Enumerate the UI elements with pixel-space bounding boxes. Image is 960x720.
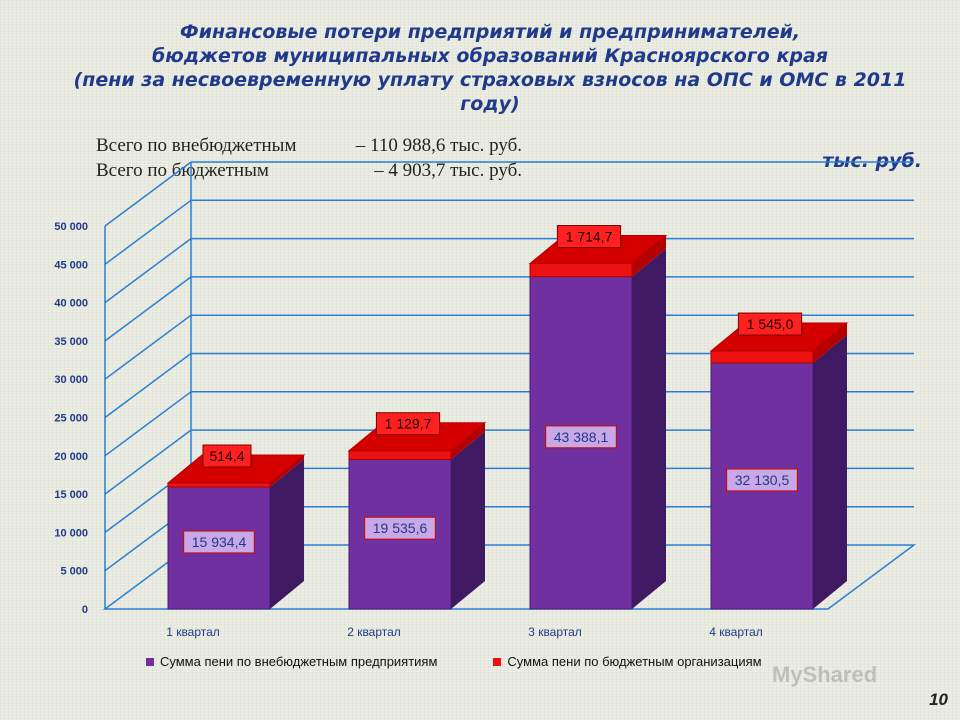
legend-item-budget: Сумма пени по бюджетным организациям <box>493 654 762 669</box>
legend-swatch-purple <box>146 657 154 666</box>
bar-budget-side <box>451 422 485 460</box>
value-label-box <box>364 516 437 540</box>
bar-budget <box>348 450 452 460</box>
bar-offbudget-side <box>451 431 485 609</box>
legend-label: Сумма пени по внебюджетным предприятиям <box>160 654 438 669</box>
value-label-budget: 1 714,7 <box>566 229 613 245</box>
value-label-offbudget: 15 934,4 <box>192 534 247 550</box>
bar-offbudget-side <box>813 334 847 609</box>
x-tick-label: 4 квартал <box>709 625 763 639</box>
value-label-offbudget: 32 130,5 <box>735 472 790 488</box>
legend: Сумма пени по внебюджетным предприятиям … <box>146 654 762 669</box>
value-label-box <box>737 312 803 336</box>
value-label-box <box>202 444 252 468</box>
value-label-budget: 1 545,0 <box>747 316 794 332</box>
bar-budget <box>710 350 814 364</box>
y-tick-label: 20 000 <box>54 451 88 463</box>
y-tick-label: 45 000 <box>54 259 88 271</box>
total-value: – 110 988,6 тыс. руб. <box>355 135 522 156</box>
totals-block: Всего по внебюджетным – 110 988,6 тыс. р… <box>96 133 536 183</box>
y-tick-label: 5 000 <box>60 566 88 578</box>
value-label-box <box>183 530 256 554</box>
x-tick-label: 2 квартал <box>347 625 401 639</box>
bar-budget-side <box>270 455 304 487</box>
value-label-box <box>725 468 798 492</box>
gridline-diagonal <box>104 391 192 457</box>
y-tick-label: 50 000 <box>54 221 88 233</box>
unit-label: тыс. руб. <box>822 150 922 172</box>
value-label-box <box>375 412 441 436</box>
total-row-budget: Всего по бюджетным – 4 903,7 тыс. руб. <box>96 158 536 183</box>
watermark: MyShared <box>772 662 878 687</box>
y-tick-label: 0 <box>82 604 88 616</box>
value-label-budget: 514,4 <box>209 448 244 464</box>
legend-swatch-red <box>493 657 502 666</box>
bar-budget <box>529 263 633 278</box>
total-row-offbudget: Всего по внебюджетным – 110 988,6 тыс. р… <box>96 133 536 158</box>
gridline-diagonal <box>104 314 192 380</box>
value-label-offbudget: 43 388,1 <box>554 429 609 445</box>
total-label: Всего по внебюджетным <box>96 135 297 156</box>
value-label-box <box>544 425 617 449</box>
bar-budget-side <box>813 323 847 363</box>
value-label-box <box>556 225 622 249</box>
legend-item-offbudget: Сумма пени по внебюджетным предприятиям <box>146 654 437 669</box>
y-tick-label: 10 000 <box>54 527 88 539</box>
y-tick-label: 25 000 <box>54 413 88 425</box>
bar-budget <box>167 482 271 488</box>
bar-budget-side <box>632 235 666 277</box>
value-label-budget: 1 129,7 <box>385 416 432 432</box>
title-line: бюджетов муниципальных образований Красн… <box>152 45 828 67</box>
gridline-diagonal <box>104 237 192 304</box>
gridline-diagonal <box>104 276 192 342</box>
slide-number: 10 <box>929 690 948 709</box>
y-tick-label: 35 000 <box>54 336 88 348</box>
gridline-diagonal <box>104 352 192 419</box>
gridline-diagonal <box>104 161 192 227</box>
title-line: Финансовые потери предприятий и предприн… <box>179 21 801 43</box>
y-tick-label: 30 000 <box>54 374 88 386</box>
gridline-diagonal <box>104 429 192 495</box>
x-tick-label: 1 квартал <box>166 625 220 639</box>
legend-label: Сумма пени по бюджетным организациям <box>507 654 762 669</box>
bar-offbudget-side <box>632 248 666 609</box>
title-line: (пени за несвоевременную уплату страховы… <box>73 69 907 91</box>
y-tick-label: 40 000 <box>54 298 88 310</box>
bar-top <box>166 454 306 484</box>
x-tick-label: 3 квартал <box>528 625 582 639</box>
bar-offbudget-side <box>270 458 304 609</box>
total-value: – 4 903,7 тыс. руб. <box>374 160 522 181</box>
chart-title: Финансовые потери предприятий и предприн… <box>40 20 940 116</box>
total-label: Всего по бюджетным <box>96 160 269 181</box>
title-line: году) <box>460 93 520 115</box>
y-tick-label: 15 000 <box>54 489 88 501</box>
gridline-diagonal <box>104 199 192 265</box>
value-label-offbudget: 19 535,6 <box>373 520 428 536</box>
